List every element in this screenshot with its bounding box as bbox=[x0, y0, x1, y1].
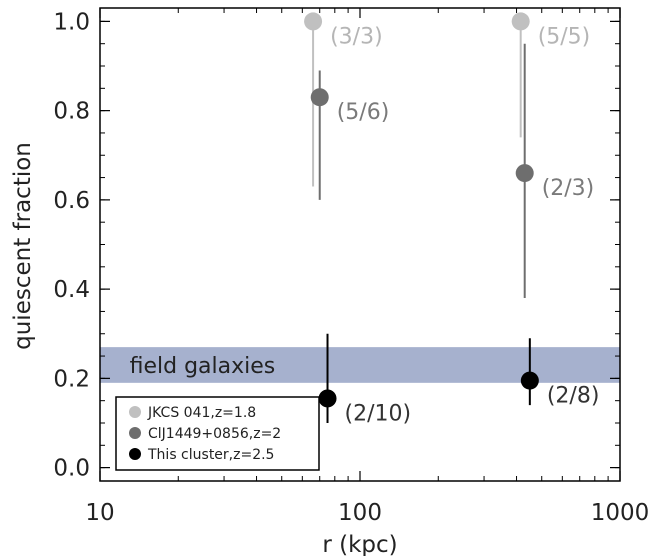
x-axis-label: r (kpc) bbox=[322, 532, 397, 556]
y-tick-label: 0.4 bbox=[53, 277, 90, 303]
y-tick-label: 0.2 bbox=[53, 366, 90, 392]
point-label-layer: (3/3) (5/5) (5/6) (2/3) (2/10) (2/8) bbox=[330, 24, 599, 426]
field-galaxies-label: field galaxies bbox=[130, 354, 276, 379]
legend-entry-0: JKCS 041,z=1.8 bbox=[147, 405, 256, 421]
point-label-series-1-point-0: (5/6) bbox=[337, 100, 390, 125]
point-label-series-2-point-1: (2/8) bbox=[547, 384, 600, 409]
legend: JKCS 041,z=1.8 ClJ1449+0856,z=2 This clust… bbox=[115, 396, 320, 471]
legend-marker-2 bbox=[129, 448, 141, 460]
y-axis-label: quiescent fraction bbox=[10, 142, 36, 350]
data-point-series-0-point-0 bbox=[304, 12, 323, 31]
data-point-series-1-point-0 bbox=[310, 88, 329, 107]
point-label-series-0-point-1: (5/5) bbox=[538, 24, 591, 49]
y-tick-label: 1.0 bbox=[53, 9, 90, 35]
data-point-series-2-point-1 bbox=[520, 371, 539, 390]
legend-marker-1 bbox=[129, 427, 141, 439]
data-point-series-1-point-1 bbox=[515, 164, 534, 183]
y-tick-label: 0.0 bbox=[53, 456, 90, 482]
point-label-series-0-point-0: (3/3) bbox=[330, 24, 383, 49]
data-point-series-2-point-0 bbox=[318, 389, 337, 408]
legend-entry-1: ClJ1449+0856,z=2 bbox=[148, 426, 281, 442]
x-tick-label: 10 bbox=[85, 500, 114, 526]
field-band-layer: field galaxies bbox=[100, 347, 620, 383]
legend-entry-2: This cluster,z=2.5 bbox=[147, 447, 274, 463]
axes: 0.0 0.2 0.4 0.6 0.8 1.0 10 100 1000 bbox=[53, 7, 650, 526]
point-label-series-2-point-0: (2/10) bbox=[345, 401, 412, 426]
data-point-series-0-point-1 bbox=[511, 12, 530, 31]
x-tick-label: 100 bbox=[338, 500, 382, 526]
x-tick-label: 1000 bbox=[591, 500, 650, 526]
y-tick-label: 0.8 bbox=[53, 99, 90, 125]
point-label-series-1-point-1: (2/3) bbox=[542, 176, 595, 201]
point-layer bbox=[304, 12, 539, 408]
y-tick-label: 0.6 bbox=[53, 188, 90, 214]
legend-marker-0 bbox=[129, 406, 141, 418]
legend-box bbox=[115, 396, 320, 471]
